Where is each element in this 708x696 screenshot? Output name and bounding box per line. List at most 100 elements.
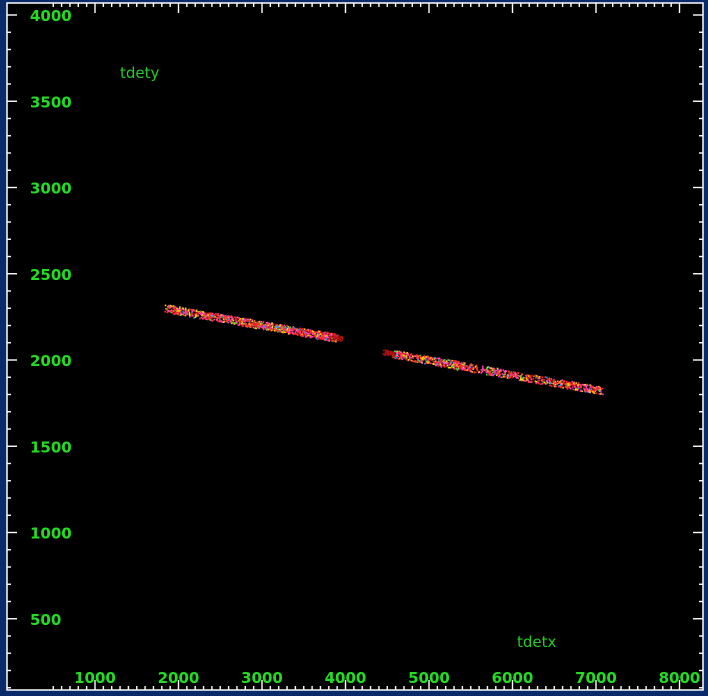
data-point bbox=[333, 340, 335, 343]
data-point bbox=[229, 319, 231, 321]
data-point bbox=[332, 337, 335, 339]
data-point bbox=[469, 366, 472, 369]
data-point bbox=[428, 360, 431, 363]
data-point bbox=[521, 379, 524, 381]
data-point bbox=[288, 332, 290, 335]
data-point bbox=[271, 329, 273, 331]
data-point bbox=[214, 316, 216, 318]
data-point bbox=[462, 364, 464, 366]
data-point bbox=[493, 371, 495, 373]
x-tick-label: 2000 bbox=[158, 669, 200, 687]
data-point bbox=[312, 332, 314, 334]
data-point bbox=[541, 376, 543, 378]
data-point bbox=[602, 393, 604, 396]
data-point bbox=[417, 355, 420, 357]
data-point bbox=[396, 351, 399, 353]
data-point bbox=[337, 338, 339, 340]
data-point bbox=[287, 329, 290, 332]
data-point bbox=[586, 390, 588, 393]
x-tick-label: 5000 bbox=[408, 669, 450, 687]
data-point bbox=[494, 372, 497, 375]
data-point bbox=[291, 332, 294, 334]
data-point bbox=[401, 358, 403, 361]
data-point bbox=[403, 351, 405, 354]
data-point bbox=[283, 324, 286, 327]
data-point bbox=[404, 352, 406, 355]
data-point bbox=[249, 321, 252, 323]
data-point bbox=[467, 367, 469, 369]
data-point bbox=[595, 386, 598, 389]
data-point bbox=[452, 363, 455, 366]
data-point bbox=[247, 325, 250, 328]
data-point bbox=[267, 327, 269, 330]
data-point bbox=[337, 335, 339, 338]
data-point bbox=[527, 381, 530, 384]
data-point bbox=[252, 322, 255, 325]
data-point bbox=[529, 375, 532, 377]
data-point bbox=[313, 335, 316, 337]
data-point bbox=[472, 364, 474, 366]
data-point bbox=[275, 326, 278, 329]
data-point bbox=[402, 354, 405, 357]
data-point bbox=[216, 317, 219, 319]
data-point bbox=[585, 386, 588, 389]
y-tick-label: 500 bbox=[30, 611, 61, 629]
data-point bbox=[200, 313, 202, 316]
data-point bbox=[482, 367, 484, 370]
data-point bbox=[489, 367, 492, 369]
data-point bbox=[325, 338, 328, 340]
data-point bbox=[469, 365, 471, 368]
data-point bbox=[438, 361, 441, 364]
data-point bbox=[251, 320, 254, 323]
data-point bbox=[427, 357, 429, 360]
data-point bbox=[470, 364, 473, 366]
data-point bbox=[202, 311, 205, 314]
x-tick-label: 7000 bbox=[575, 669, 617, 687]
data-point bbox=[201, 311, 203, 314]
data-point bbox=[206, 313, 209, 316]
data-point bbox=[197, 314, 199, 317]
data-point bbox=[255, 323, 258, 325]
data-point bbox=[249, 318, 252, 321]
data-point bbox=[208, 314, 211, 317]
data-point bbox=[492, 367, 495, 370]
data-point bbox=[202, 316, 205, 319]
data-point bbox=[330, 336, 332, 338]
data-point bbox=[402, 354, 405, 356]
data-point bbox=[250, 324, 253, 326]
data-point bbox=[455, 367, 458, 370]
data-point bbox=[496, 374, 498, 377]
data-point bbox=[561, 382, 563, 385]
data-point bbox=[220, 315, 222, 317]
data-point bbox=[223, 317, 226, 319]
data-point bbox=[494, 370, 497, 373]
data-point bbox=[411, 355, 414, 358]
data-point bbox=[328, 335, 331, 337]
data-point bbox=[271, 325, 274, 328]
data-point bbox=[261, 327, 264, 329]
data-point bbox=[420, 355, 422, 358]
data-point bbox=[195, 314, 197, 316]
data-point bbox=[382, 349, 385, 352]
data-point bbox=[260, 326, 263, 329]
data-point bbox=[508, 370, 510, 373]
data-point bbox=[488, 366, 490, 369]
data-point bbox=[331, 339, 334, 342]
y-axis-label: tdety bbox=[120, 64, 160, 82]
data-point bbox=[307, 332, 310, 335]
data-point bbox=[338, 339, 340, 341]
data-point bbox=[230, 316, 233, 319]
data-point bbox=[491, 371, 494, 374]
data-point bbox=[593, 389, 596, 392]
data-point bbox=[245, 324, 248, 326]
data-point bbox=[202, 317, 204, 320]
data-point bbox=[530, 381, 532, 384]
data-point bbox=[423, 356, 426, 358]
data-point bbox=[510, 373, 513, 375]
data-point bbox=[450, 361, 453, 364]
data-point bbox=[560, 381, 562, 383]
data-point bbox=[266, 326, 268, 329]
data-point bbox=[510, 371, 513, 373]
data-point bbox=[401, 352, 404, 355]
data-point bbox=[579, 390, 582, 392]
